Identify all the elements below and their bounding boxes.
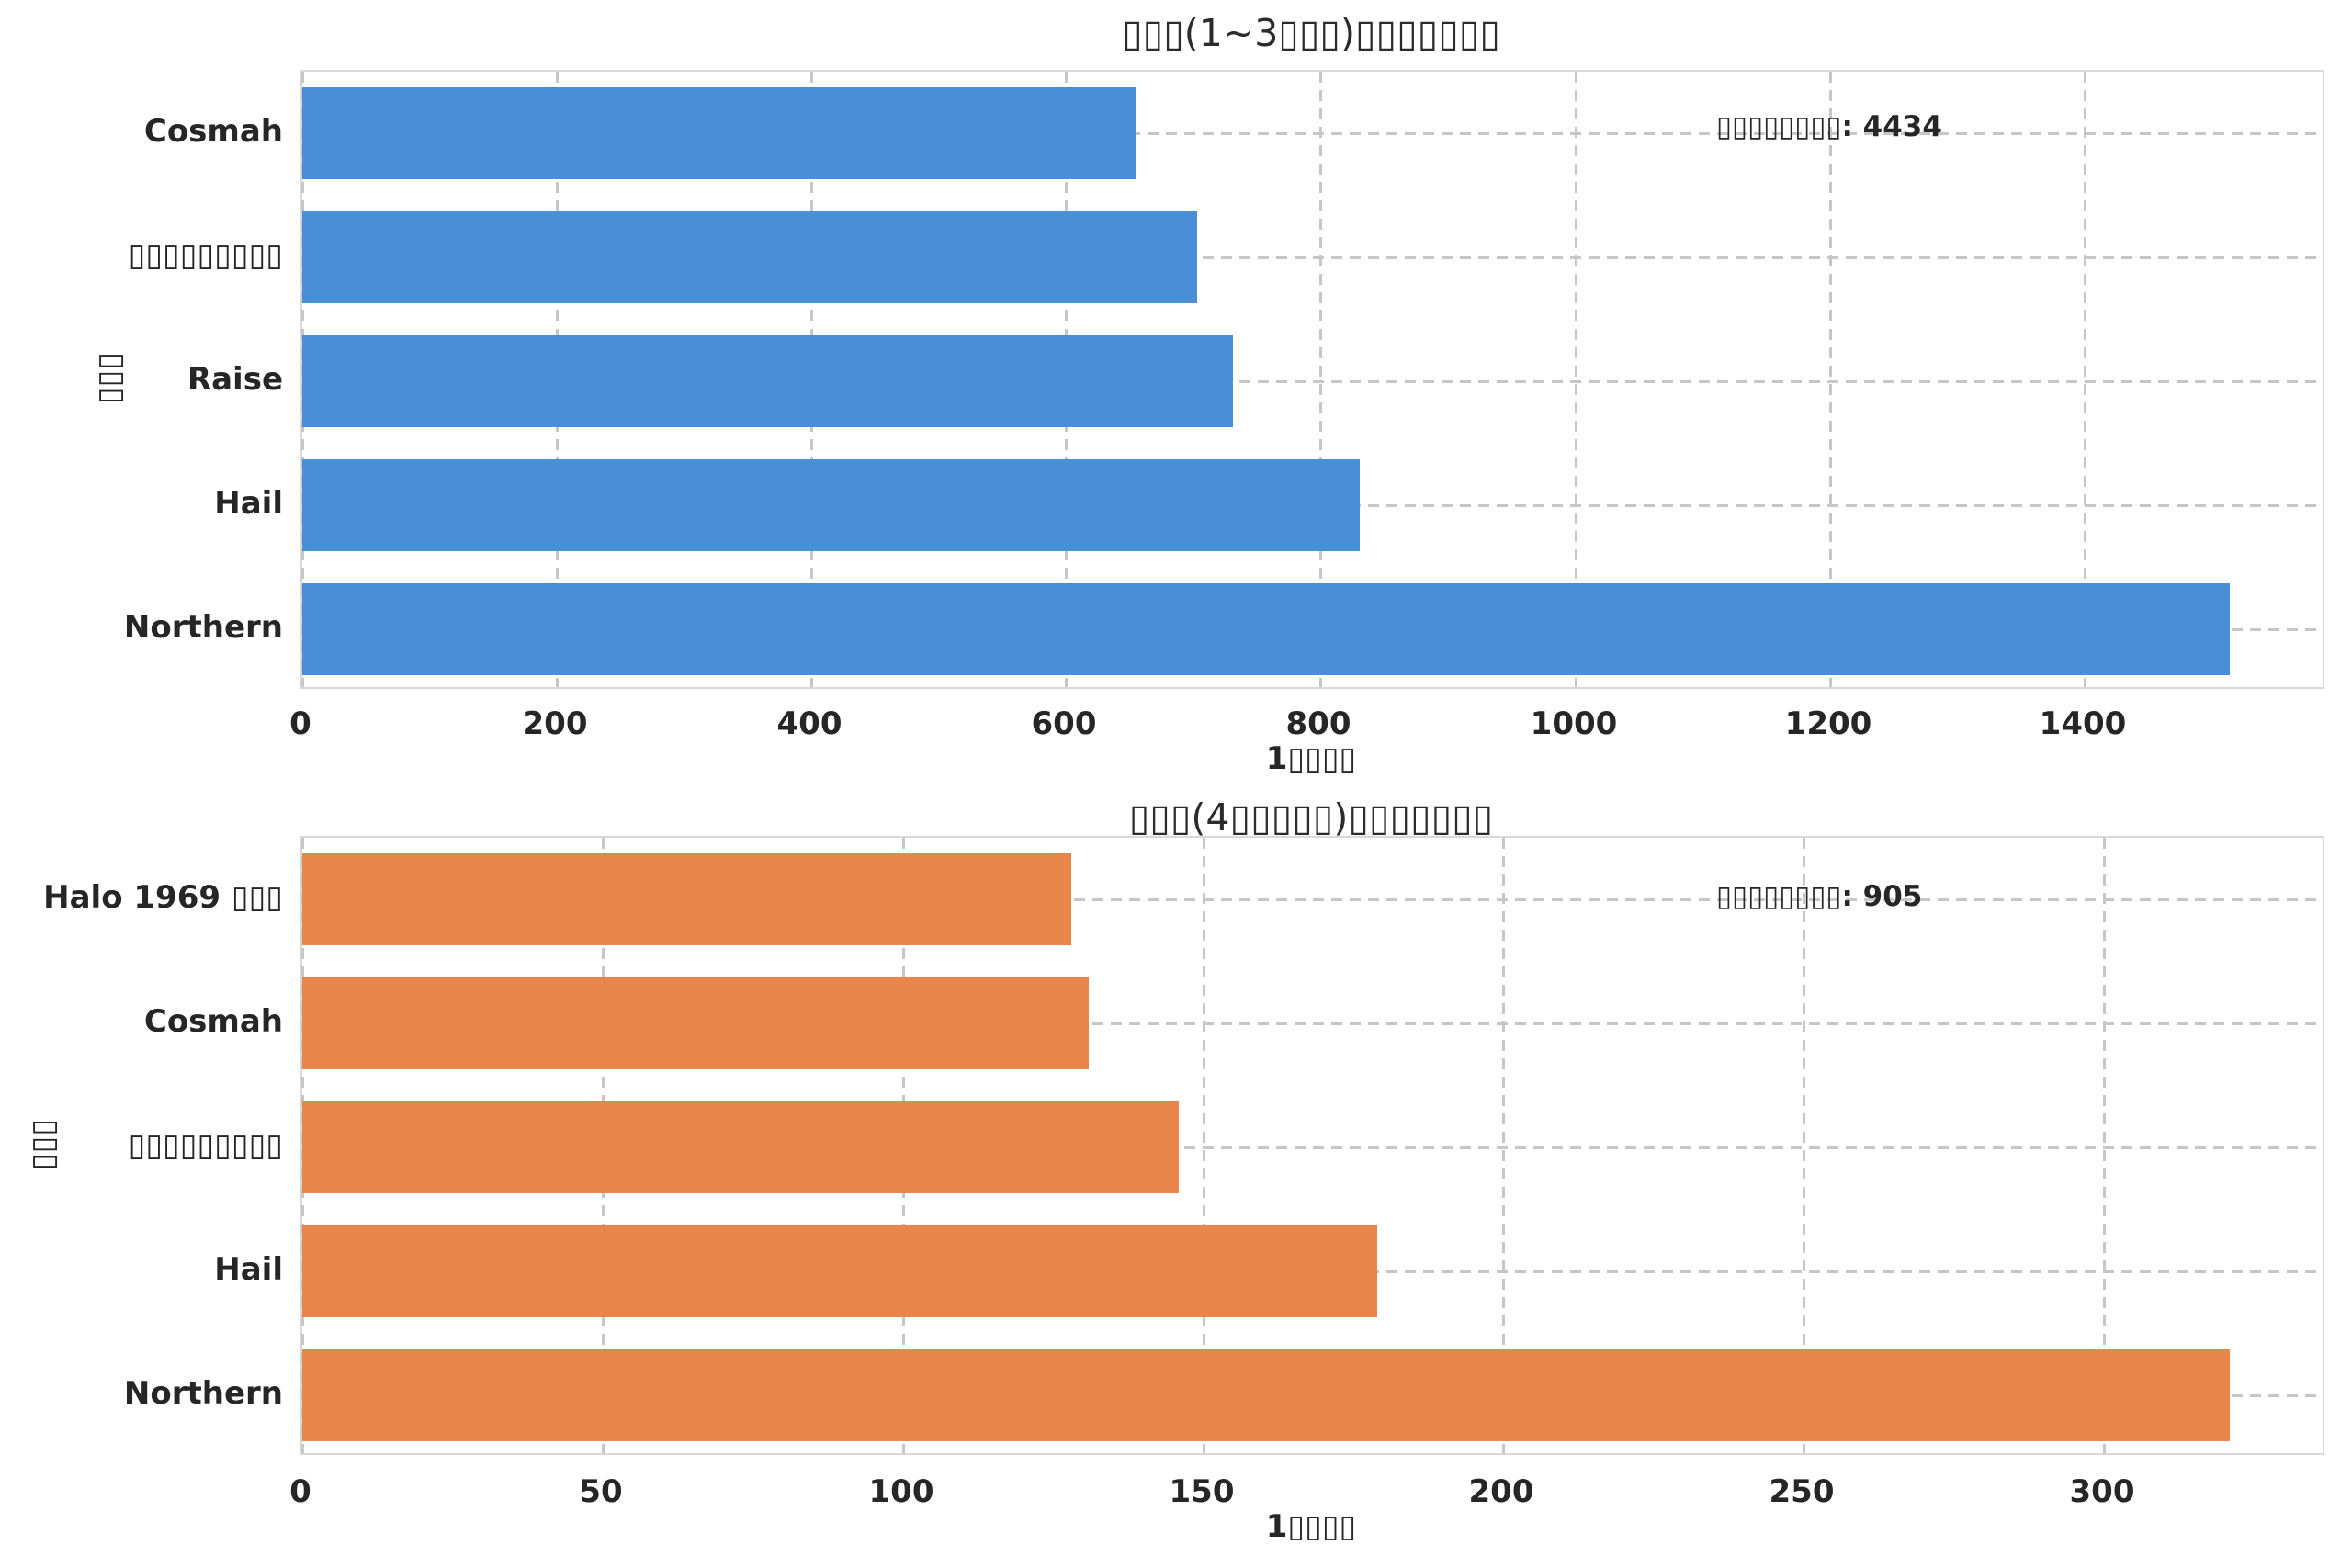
y-axis-label: ▯▯▯	[25, 1118, 62, 1171]
x-tick-label: 1000	[1530, 705, 1618, 742]
x-tick-label: 50	[579, 1473, 623, 1510]
horizontal-gridline	[302, 1146, 2323, 1149]
vertical-gridline	[1829, 72, 1832, 687]
category-label: ▯▯▯▯▯▯▯▯▯	[128, 237, 283, 274]
total-annotation: ▯▯▯▯▯▯▯▯: 905	[1716, 880, 1923, 913]
plot-area	[300, 836, 2324, 1455]
vertical-gridline	[1203, 838, 1205, 1453]
category-label: Halo 1969 ▯▯▯	[43, 879, 283, 916]
x-tick-label: 800	[1285, 705, 1351, 742]
horizontal-gridline	[302, 256, 2323, 259]
horizontal-gridline	[302, 380, 2323, 383]
category-label: Cosmah	[143, 113, 283, 150]
category-label: Hail	[214, 485, 283, 522]
horizontal-gridline	[302, 898, 2323, 901]
x-tick-label: 0	[289, 705, 311, 742]
y-axis-label: ▯▯▯	[91, 352, 128, 405]
x-axis-label: 1▯▯▯▯	[1265, 1508, 1357, 1545]
vertical-gridline	[1575, 72, 1577, 687]
x-tick-label: 0	[289, 1473, 311, 1510]
bar-northern	[302, 1349, 2230, 1441]
x-tick-label: 1400	[2039, 705, 2127, 742]
bar-cosmah	[302, 87, 1136, 179]
bar-northern	[302, 583, 2230, 675]
category-label: Northern	[123, 1375, 283, 1412]
bar-hail	[302, 459, 1360, 551]
chart-title: ▯▯▯(4▯▯▯▯▯)▯▯▯▯▯▯▯	[1128, 795, 1494, 840]
x-tick-label: 250	[1769, 1473, 1835, 1510]
x-tick-label: 200	[1468, 1473, 1534, 1510]
x-tick-label: 200	[522, 705, 588, 742]
category-label: ▯▯▯▯▯▯▯▯▯	[128, 1127, 283, 1164]
chart-title: ▯▯▯(1~3▯▯▯)▯▯▯▯▯▯▯	[1122, 11, 1500, 55]
category-label: Cosmah	[143, 1003, 283, 1040]
horizontal-gridline	[302, 1022, 2323, 1025]
vertical-gridline	[2084, 72, 2086, 687]
category-label: Northern	[123, 609, 283, 646]
x-tick-label: 150	[1169, 1473, 1235, 1510]
vertical-gridline	[1319, 72, 1322, 687]
category-label: Hail	[214, 1251, 283, 1288]
x-axis-label: 1▯▯▯▯	[1265, 740, 1357, 777]
bar-cosmah	[302, 977, 1089, 1069]
x-tick-label: 100	[868, 1473, 934, 1510]
vertical-gridline	[1502, 838, 1505, 1453]
bar-halo-1969-	[302, 853, 1071, 945]
category-label: Raise	[187, 361, 283, 398]
x-tick-label: 600	[1031, 705, 1097, 742]
bar--	[302, 1101, 1179, 1193]
bar-raise	[302, 335, 1233, 427]
bar-hail	[302, 1225, 1377, 1317]
x-tick-label: 1200	[1784, 705, 1872, 742]
x-tick-label: 300	[2069, 1473, 2135, 1510]
plot-area	[300, 70, 2324, 689]
horizontal-gridline	[302, 132, 2323, 135]
vertical-gridline	[1803, 838, 1805, 1453]
vertical-gridline	[2103, 838, 2106, 1453]
bar--	[302, 211, 1197, 303]
total-annotation: ▯▯▯▯▯▯▯▯: 4434	[1716, 110, 1942, 143]
x-tick-label: 400	[776, 705, 842, 742]
